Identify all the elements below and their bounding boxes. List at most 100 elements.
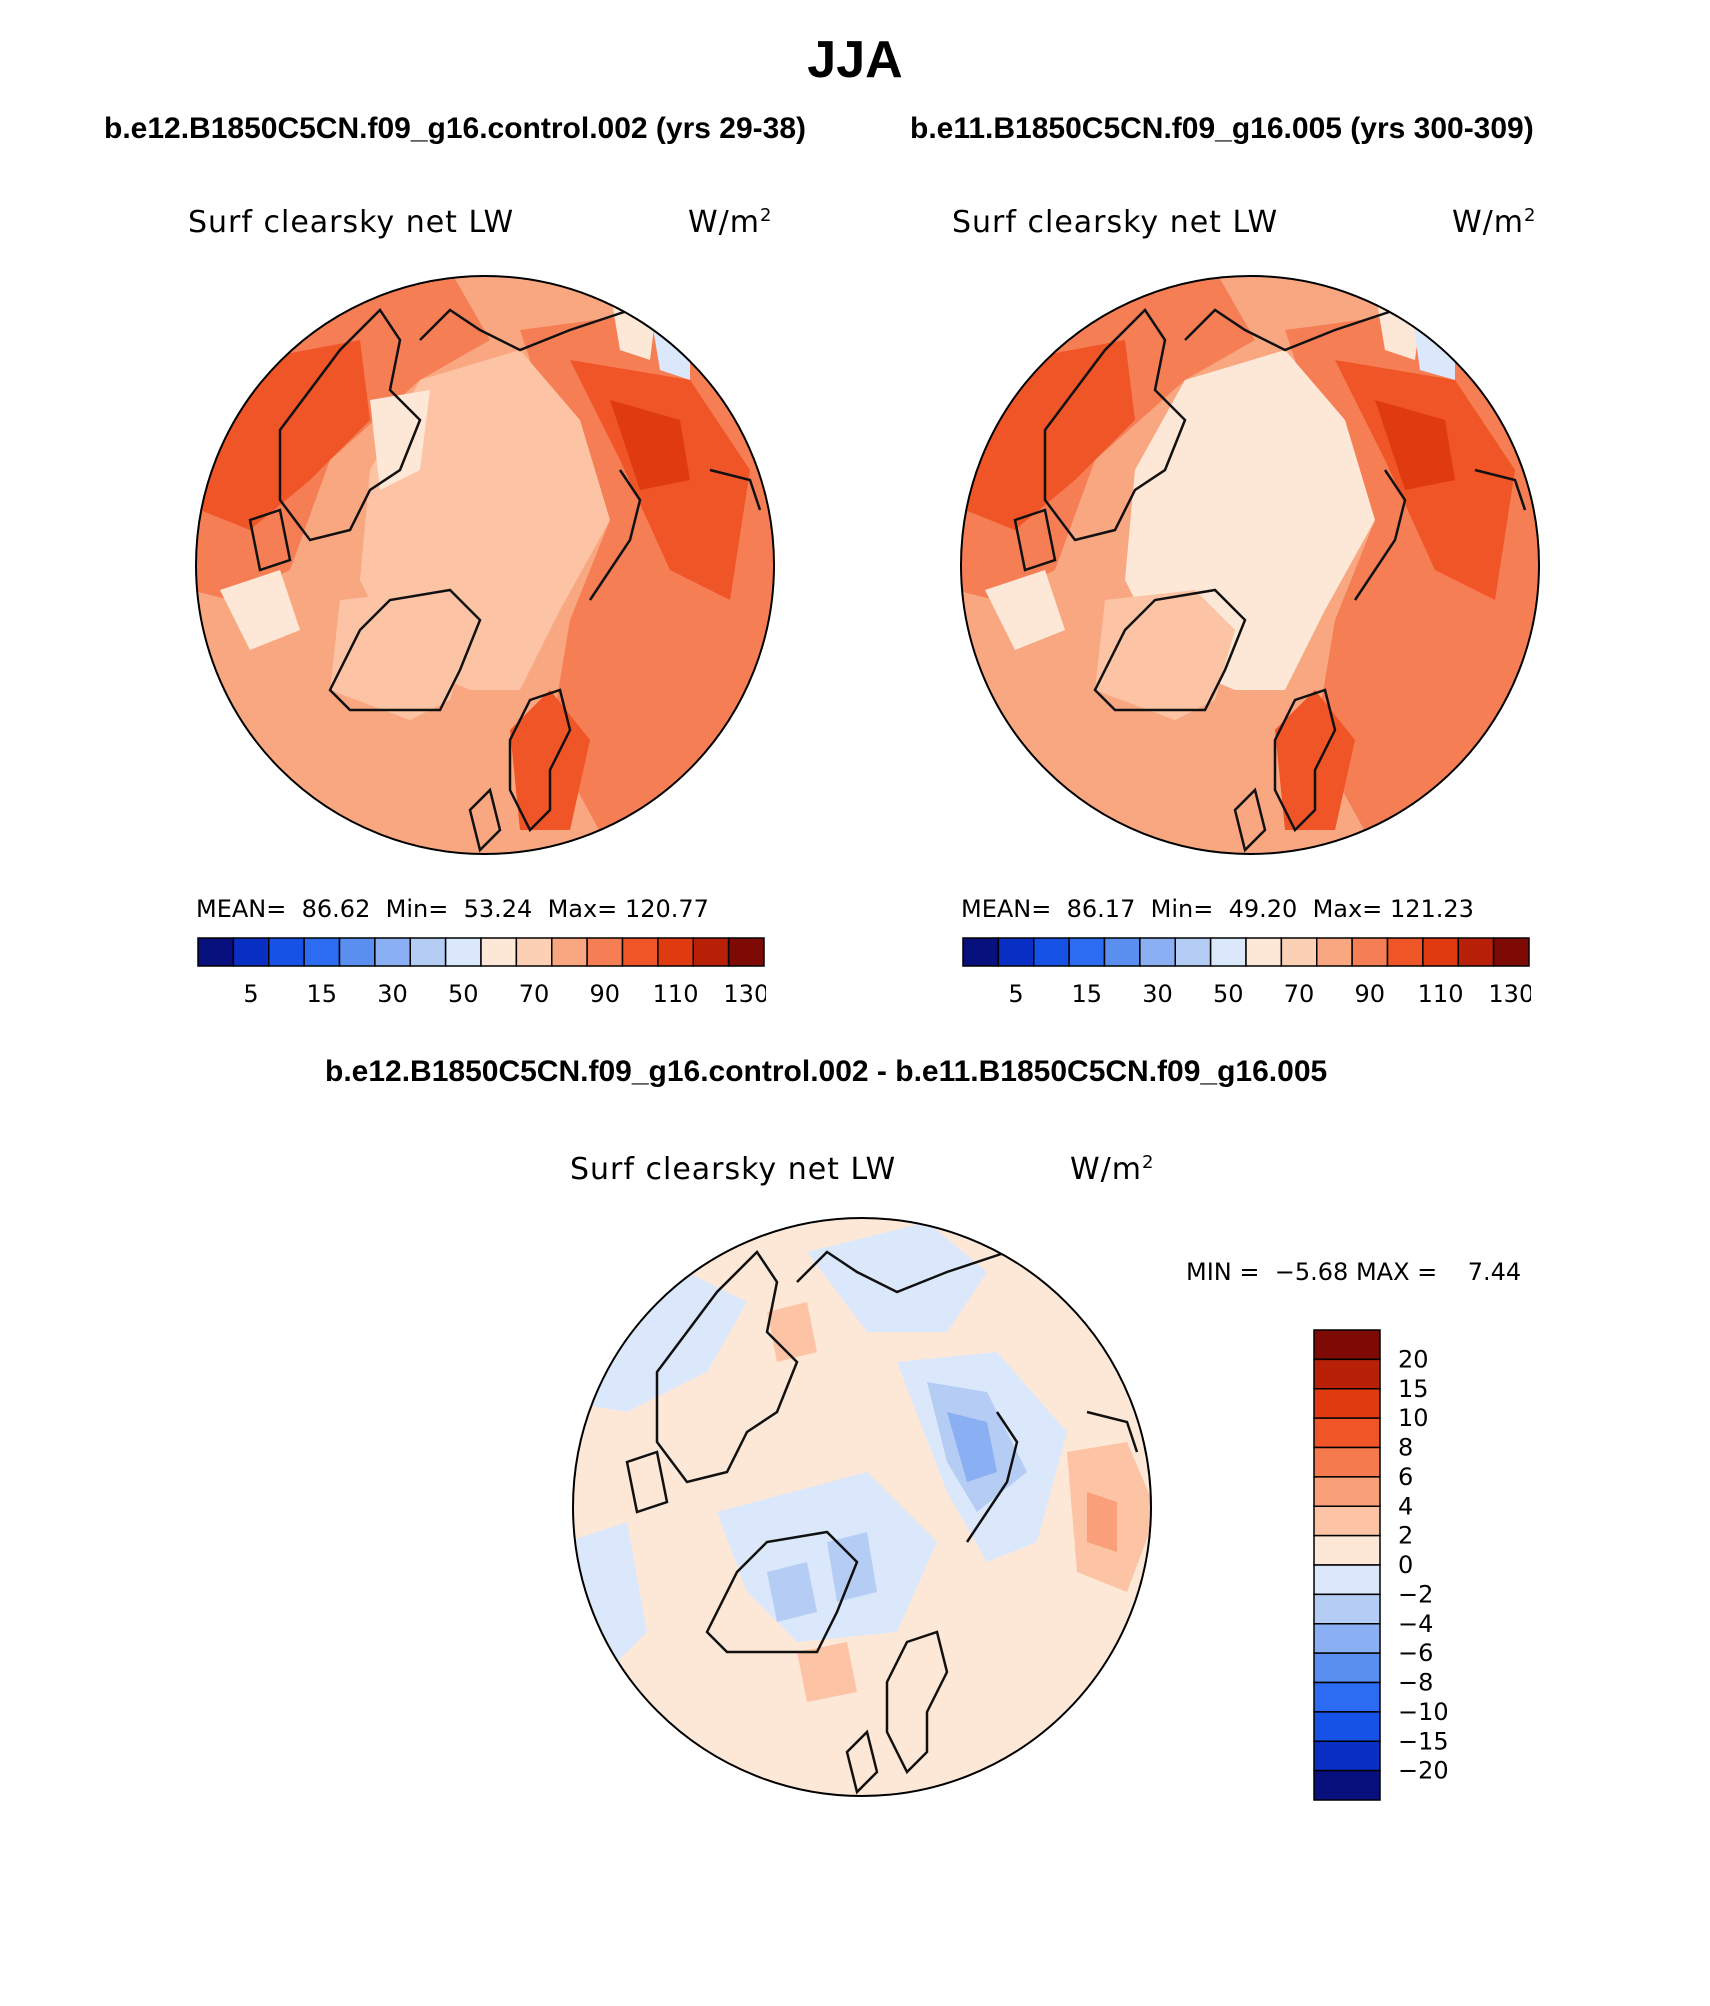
colorbar-tick-label: −15: [1398, 1727, 1449, 1755]
colorbar-cell: [1313, 1652, 1381, 1684]
colorbar-cell: [1313, 1740, 1381, 1772]
diff-variable-label: Surf clearsky net LW: [570, 1152, 897, 1187]
colorbar-cell: [1313, 1329, 1381, 1361]
panel1-coastlines: [248, 288, 762, 853]
colorbar-tick-label: 90: [1355, 980, 1386, 1006]
colorbar-tick-label: 15: [307, 980, 338, 1006]
colorbar-tick-label: 6: [1398, 1463, 1413, 1491]
colorbar-cell: [1033, 937, 1070, 967]
colorbar-cell: [1492, 937, 1530, 967]
colorbar-cell: [303, 937, 341, 967]
panel1-polar-map: [195, 275, 775, 855]
colorbar-cell: [1139, 937, 1176, 967]
figure-title: JJA: [807, 31, 903, 89]
panel2-map-border: [960, 275, 1540, 855]
panel1-map-border: [195, 275, 775, 855]
colorbar-tick-label: 70: [519, 980, 550, 1006]
panel1-colorbar-cells: [197, 937, 765, 967]
colorbar-cell: [444, 937, 482, 967]
colorbar-cell: [338, 937, 376, 967]
colorbar-cell: [657, 937, 694, 967]
panel2-case-title: b.e11.B1850C5CN.f09_g16.005 (yrs 300-309…: [910, 112, 1534, 145]
colorbar-cell: [962, 937, 1000, 967]
diff-colorbar-cells: [1313, 1329, 1381, 1801]
diff-case-title: b.e12.B1850C5CN.f09_g16.control.002 - b.…: [325, 1055, 1328, 1088]
colorbar-cell: [1457, 937, 1495, 967]
colorbar-tick-label: −10: [1398, 1698, 1449, 1726]
colorbar-cell: [621, 937, 659, 967]
diff-units-label: W/m2: [1070, 1152, 1155, 1187]
colorbar-tick-label: −4: [1398, 1610, 1433, 1638]
colorbar-cell: [374, 937, 411, 967]
colorbar-tick-label: 4: [1398, 1492, 1413, 1520]
colorbar-cell: [409, 937, 447, 967]
diff-map-border: [572, 1217, 1152, 1797]
panel2-stats: MEAN= 86.17 Min= 49.20 Max= 121.23: [961, 895, 1474, 923]
colorbar-cell: [1313, 1358, 1381, 1390]
colorbar-tick-label: 30: [377, 980, 408, 1006]
panel2-colorbar-ticks: 5 15 30 50 70 90 110 130: [1008, 980, 1531, 1006]
colorbar-tick-label: 70: [1284, 980, 1315, 1006]
colorbar-cell: [197, 937, 235, 967]
colorbar-cell: [1313, 1446, 1381, 1478]
panel2-variable-label: Surf clearsky net LW: [952, 205, 1279, 240]
colorbar-tick-label: 50: [1213, 980, 1244, 1006]
colorbar-cell: [1313, 1476, 1381, 1507]
colorbar-tick-label: 5: [1008, 980, 1023, 1006]
colorbar-cell: [551, 937, 588, 967]
colorbar-tick-label: 30: [1142, 980, 1173, 1006]
colorbar-tick-label: 130: [1488, 980, 1531, 1006]
colorbar-cell: [1313, 1505, 1381, 1537]
colorbar-tick-label: 130: [723, 980, 766, 1006]
colorbar-cell: [1313, 1388, 1381, 1419]
colorbar-cell: [1174, 937, 1212, 967]
colorbar-tick-label: 5: [243, 980, 258, 1006]
panel2-colorbar: 5 15 30 50 70 90 110 130: [962, 937, 1531, 1006]
colorbar-tick-label: 10: [1398, 1404, 1429, 1432]
colorbar-tick-label: 8: [1398, 1434, 1413, 1462]
colorbar-cell: [692, 937, 730, 967]
colorbar-cell: [1313, 1593, 1381, 1625]
panel1-stats: MEAN= 86.62 Min= 53.24 Max= 120.77: [196, 895, 709, 923]
colorbar-tick-label: 15: [1398, 1375, 1429, 1403]
colorbar-cell: [1313, 1623, 1381, 1654]
colorbar-cell: [1313, 1564, 1381, 1596]
colorbar-cell: [727, 937, 765, 967]
colorbar-cell: [1386, 937, 1424, 967]
colorbar-cell: [232, 937, 270, 967]
colorbar-cell: [268, 937, 305, 967]
colorbar-tick-label: −6: [1398, 1639, 1433, 1667]
colorbar-cell: [1351, 937, 1389, 967]
panel1-case-title: b.e12.B1850C5CN.f09_g16.control.002 (yrs…: [104, 112, 807, 145]
colorbar-cell: [586, 937, 624, 967]
colorbar-cell: [997, 937, 1035, 967]
panel1-variable-label: Surf clearsky net LW: [188, 205, 515, 240]
colorbar-cell: [480, 937, 518, 967]
colorbar-tick-label: 110: [1418, 980, 1464, 1006]
colorbar-cell: [1313, 1534, 1381, 1566]
panel1-units-label: W/m2: [688, 205, 773, 240]
colorbar-tick-label: 90: [590, 980, 621, 1006]
colorbar-cell: [1280, 937, 1318, 967]
colorbar-cell: [1422, 937, 1459, 967]
diff-stats: MIN = −5.68 MAX = 7.44: [1186, 1258, 1522, 1286]
colorbar-tick-label: 15: [1072, 980, 1103, 1006]
panel1-colorbar: 5 15 30 50 70 90 110 130: [197, 937, 766, 1006]
colorbar-cell: [1313, 1769, 1381, 1801]
colorbar-cell: [1313, 1711, 1381, 1742]
panel1-colorbar-ticks: 5 15 30 50 70 90 110 130: [243, 980, 766, 1006]
panel2-colorbar-cells: [962, 937, 1530, 967]
panel2-units-label: W/m2: [1452, 205, 1537, 240]
colorbar-cell: [1103, 937, 1141, 967]
colorbar-cell: [1245, 937, 1283, 967]
diff-coastlines: [625, 1230, 1139, 1795]
colorbar-tick-label: 50: [448, 980, 479, 1006]
panel2-polar-map: [960, 275, 1540, 855]
colorbar-cell: [1209, 937, 1247, 967]
colorbar-tick-label: 110: [653, 980, 699, 1006]
colorbar-cell: [1313, 1681, 1381, 1713]
colorbar-tick-label: −2: [1398, 1580, 1433, 1608]
colorbar-cell: [1316, 937, 1353, 967]
diff-map-fill: [573, 1218, 1151, 1796]
